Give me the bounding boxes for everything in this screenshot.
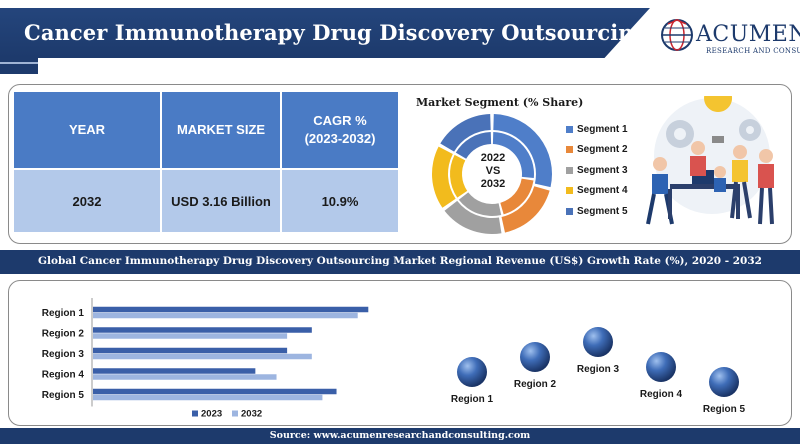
legend-swatch	[566, 187, 573, 194]
header-market-size-label: MARKET SIZE	[176, 122, 266, 137]
section-banner-title: Global Cancer Immunotherapy Drug Discove…	[38, 255, 762, 267]
bar-2032-region-2	[93, 333, 288, 339]
stats-data-row: 2032 USD 3.16 Billion 10.9%	[14, 168, 398, 232]
logo-tagline: RESEARCH AND CONSULTING	[706, 47, 800, 55]
bar-category-label: Region 4	[42, 369, 85, 380]
page-title: Cancer Immunotherapy Drug Discovery Outs…	[24, 20, 742, 45]
legend-label: Segment 4	[577, 185, 628, 196]
bar-2032-region-4	[93, 374, 277, 380]
donut-slice-2022-2	[501, 186, 550, 233]
bar-category-label: Region 3	[42, 349, 85, 360]
bar-2023-region-5	[93, 388, 337, 395]
legend-label: Segment 3	[577, 164, 628, 176]
bubble-region-4	[646, 352, 676, 382]
stats-table: YEAR MARKET SIZE CAGR % (2023-2032) 2032…	[14, 92, 398, 232]
legend-item-segment-4: Segment 4	[566, 184, 628, 198]
bubble-region-5	[709, 367, 739, 397]
donut-slice-2022-5	[440, 114, 491, 152]
regional-bubble-chart: Region 1 Region 2 Region 3 Region 4 Region 5	[451, 327, 746, 415]
donut-slice-2032-4	[450, 154, 468, 198]
bubble-label: Region 4	[640, 389, 683, 400]
donut-slice-2022-3	[444, 200, 502, 234]
section-banner	[0, 250, 800, 274]
stats-header-row: YEAR MARKET SIZE CAGR % (2023-2032)	[14, 92, 398, 168]
bar-category-label: Region 1	[42, 308, 85, 319]
legend-item-segment-5: Segment 5	[566, 204, 628, 218]
value-year-text: 2032	[72, 193, 102, 209]
legend-label: Segment 5	[577, 205, 628, 217]
logo-name: ACUMEN	[696, 22, 800, 47]
bar-2032-region-3	[93, 353, 312, 360]
legend-swatch	[566, 125, 573, 133]
bar-legend-swatch-2032	[232, 410, 238, 417]
bar-2023-region-2	[93, 327, 312, 333]
bar-legend-label-2023: 2023	[201, 409, 222, 420]
bubble-label: Region 1	[451, 394, 494, 405]
donut-slice-2022-4	[432, 146, 456, 208]
bar-2032-region-1	[93, 312, 358, 319]
bubble-region-1	[457, 357, 487, 387]
bubble-label: Region 3	[577, 364, 620, 375]
people-teamwork-illustration	[646, 96, 774, 225]
segment-donut-chart	[432, 114, 552, 234]
donut-slice-2032-3	[458, 192, 502, 216]
legend-label: Segment 1	[577, 123, 628, 135]
footer	[0, 428, 800, 444]
donut-slice-2032-1	[492, 132, 534, 179]
bar-2023-region-1	[93, 306, 369, 313]
bubble-label: Region 2	[514, 379, 557, 390]
title-bar	[0, 8, 650, 58]
bar-legend-label-2032: 2032	[241, 409, 262, 420]
header-market-size: MARKET SIZE	[160, 92, 280, 168]
value-cagr-text: 10.9%	[321, 193, 359, 209]
header-year-label: YEAR	[68, 122, 106, 137]
value-cagr: 10.9%	[280, 170, 398, 232]
segment-chart-title: Market Segment (% Share)	[416, 96, 584, 109]
bubble-region-2	[520, 342, 550, 372]
bubble-region-3	[583, 327, 613, 357]
donut-hole	[464, 146, 520, 202]
value-market-size-text: USD 3.16 Billion	[171, 193, 271, 209]
legend-item-segment-3: Segment 3	[566, 163, 628, 177]
legend-label: Segment 2	[577, 144, 628, 155]
bar-legend-swatch-2023	[192, 410, 198, 417]
title-accent	[0, 58, 38, 74]
bar-2023-region-3	[93, 347, 288, 354]
bar-category-label: Region 2	[42, 328, 85, 339]
value-market-size: USD 3.16 Billion	[160, 170, 280, 232]
bubble-label: Region 5	[703, 404, 746, 415]
header-year: YEAR	[14, 92, 160, 168]
donut-slice-2032-2	[500, 178, 534, 215]
legend-swatch	[566, 146, 573, 153]
title-accent-line	[0, 62, 38, 64]
legend-swatch	[566, 207, 573, 215]
value-year: 2032	[14, 170, 160, 232]
source-text: Source: www.acumenresearchandconsulting.…	[269, 430, 531, 441]
bar-2023-region-4	[93, 368, 256, 374]
donut-slice-2022-1	[493, 114, 552, 188]
bar-category-label: Region 5	[42, 390, 85, 401]
header-cagr-label: CAGR % (2023-2032)	[304, 113, 376, 146]
bar-2032-region-5	[93, 394, 323, 401]
donut-slice-2032-5	[455, 132, 492, 159]
regional-bar-chart: Region 1 Region 2 Region 3 Region 4 Region 5…	[42, 298, 369, 420]
company-logo: ACUMEN RESEARCH AND CONSULTING	[660, 14, 800, 60]
legend-item-segment-1: Segment 1	[566, 122, 628, 136]
globe-icon	[661, 19, 693, 51]
legend-item-segment-2: Segment 2	[566, 143, 628, 157]
donut-center-label: 2022 VS 2032	[480, 152, 506, 190]
header-cagr: CAGR % (2023-2032)	[280, 92, 398, 168]
legend-swatch	[566, 166, 573, 174]
